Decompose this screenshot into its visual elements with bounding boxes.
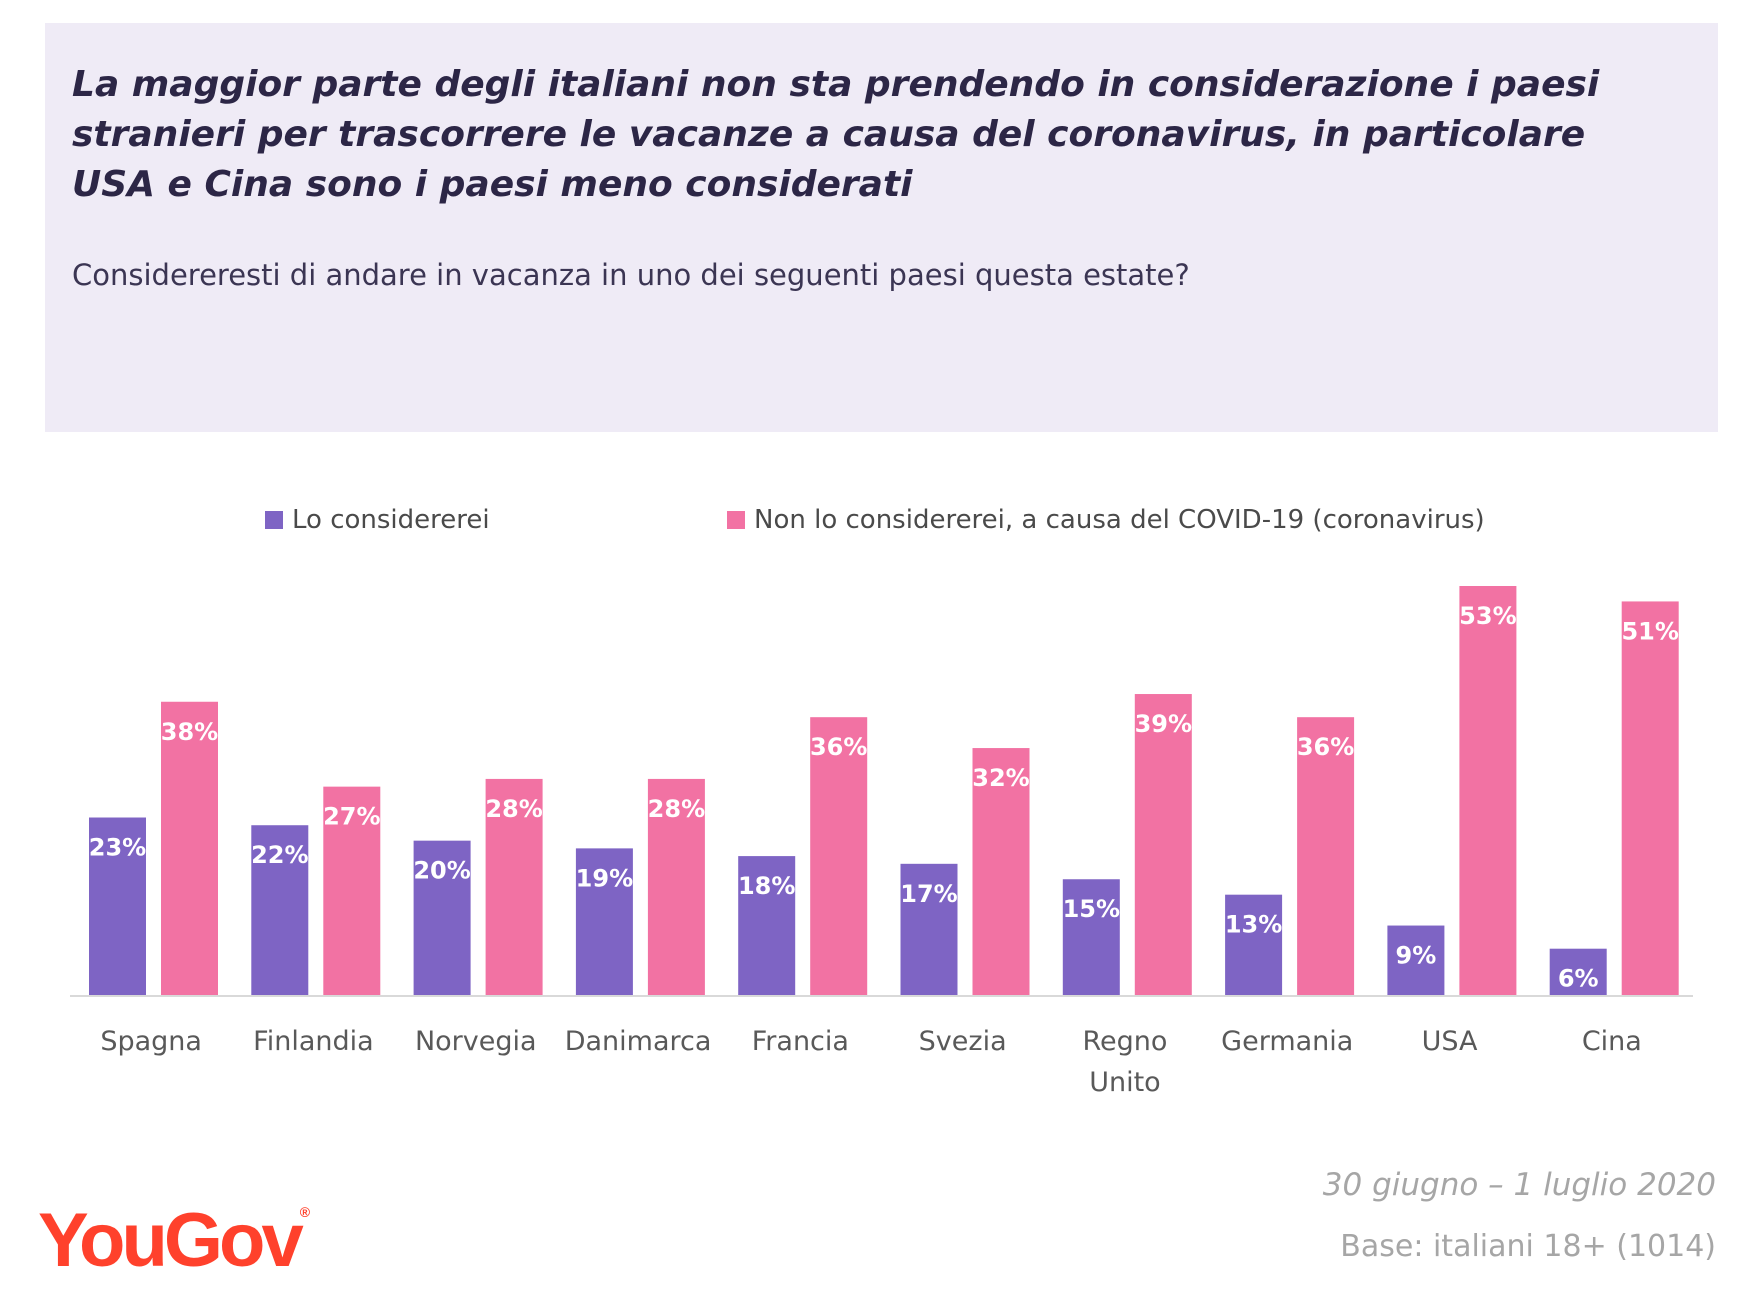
data-label-consider-norvegia: 20% [413, 857, 470, 885]
bar-consider-cina [1549, 948, 1607, 995]
survey-dates: 30 giugno – 1 luglio 2020 [1322, 1167, 1716, 1203]
bar-not-consider-spagna [161, 701, 218, 995]
survey-base: Base: italiani 18+ (1014) [1340, 1229, 1716, 1264]
category-label-danimarca: Danimarca [565, 1026, 712, 1057]
header-panel [45, 23, 1718, 432]
data-label-consider-usa: 9% [1396, 942, 1437, 970]
bar-not-consider-germania [1297, 717, 1355, 995]
bar-consider-francia [738, 856, 796, 995]
data-label-not-consider-finlandia: 27% [323, 803, 380, 831]
category-label-regno-unito: Regno [1082, 1026, 1167, 1057]
data-label-consider-francia: 18% [738, 872, 795, 900]
data-label-consider-spagna: 23% [89, 834, 146, 862]
category-label-usa: USA [1422, 1026, 1478, 1057]
bar-not-consider-cina [1621, 601, 1679, 995]
legend-label-consider: Lo considererei [292, 505, 490, 535]
bar-chart: 23% 38% Spagna 22% 27% Finlandia 20% 28% Norvegi… [70, 586, 1693, 1098]
bar-consider-usa [1387, 925, 1445, 995]
bar-consider-germania [1225, 894, 1283, 995]
bar-consider-svezia [900, 863, 958, 995]
category-label-regno-unito: Unito [1089, 1067, 1160, 1098]
bar-not-consider-svezia [972, 748, 1030, 995]
data-label-consider-cina: 6% [1558, 965, 1599, 993]
data-label-consider-regno-unito: 15% [1063, 895, 1120, 923]
data-label-consider-finlandia: 22% [251, 841, 308, 869]
bar-consider-spagna [89, 817, 146, 995]
logo-text: YouGov [38, 1198, 304, 1283]
bar-consider-norvegia [413, 840, 471, 995]
bar-consider-finlandia [251, 825, 309, 995]
data-label-not-consider-danimarca: 28% [648, 795, 705, 823]
category-label-svezia: Svezia [919, 1026, 1007, 1057]
data-label-not-consider-svezia: 32% [972, 764, 1029, 792]
data-label-not-consider-germania: 36% [1297, 733, 1354, 761]
logo-registered-mark: ® [299, 1204, 311, 1220]
category-label-cina: Cina [1582, 1026, 1642, 1057]
legend-item-consider: Lo considererei [265, 502, 490, 538]
legend-swatch-not-consider [727, 511, 745, 529]
legend-item-not-consider: Non lo considererei, a causa del COVID-1… [727, 502, 1485, 538]
data-label-not-consider-usa: 53% [1459, 602, 1516, 630]
data-label-consider-danimarca: 19% [576, 864, 633, 892]
category-label-norvegia: Norvegia [415, 1026, 537, 1057]
category-label-francia: Francia [752, 1026, 849, 1057]
category-label-germania: Germania [1221, 1026, 1353, 1057]
bar-not-consider-francia [810, 717, 868, 995]
chart-headline: La maggior parte degli italiani non sta … [72, 64, 1600, 205]
bar-not-consider-regno-unito [1134, 694, 1192, 995]
legend-swatch-consider [265, 511, 283, 529]
bar-consider-danimarca [575, 848, 633, 995]
category-label-finlandia: Finlandia [253, 1026, 374, 1057]
data-label-consider-svezia: 17% [900, 880, 957, 908]
data-label-not-consider-spagna: 38% [161, 718, 218, 746]
data-label-consider-germania: 13% [1225, 911, 1282, 939]
bar-consider-regno-unito [1062, 879, 1120, 995]
legend-label-not-consider: Non lo considererei, a causa del COVID-1… [754, 505, 1485, 535]
category-label-spagna: Spagna [100, 1026, 202, 1057]
data-label-not-consider-francia: 36% [810, 733, 867, 761]
bar-not-consider-usa [1459, 586, 1517, 995]
bar-not-consider-norvegia [485, 778, 543, 995]
data-label-not-consider-norvegia: 28% [485, 795, 542, 823]
yougov-logo: YouGov® [38, 1203, 310, 1279]
bar-not-consider-finlandia [323, 786, 381, 995]
bar-not-consider-danimarca [647, 778, 705, 995]
data-label-not-consider-cina: 51% [1621, 617, 1678, 645]
survey-question: Considereresti di andare in vacanza in u… [72, 258, 1190, 292]
data-label-not-consider-regno-unito: 39% [1135, 710, 1192, 738]
